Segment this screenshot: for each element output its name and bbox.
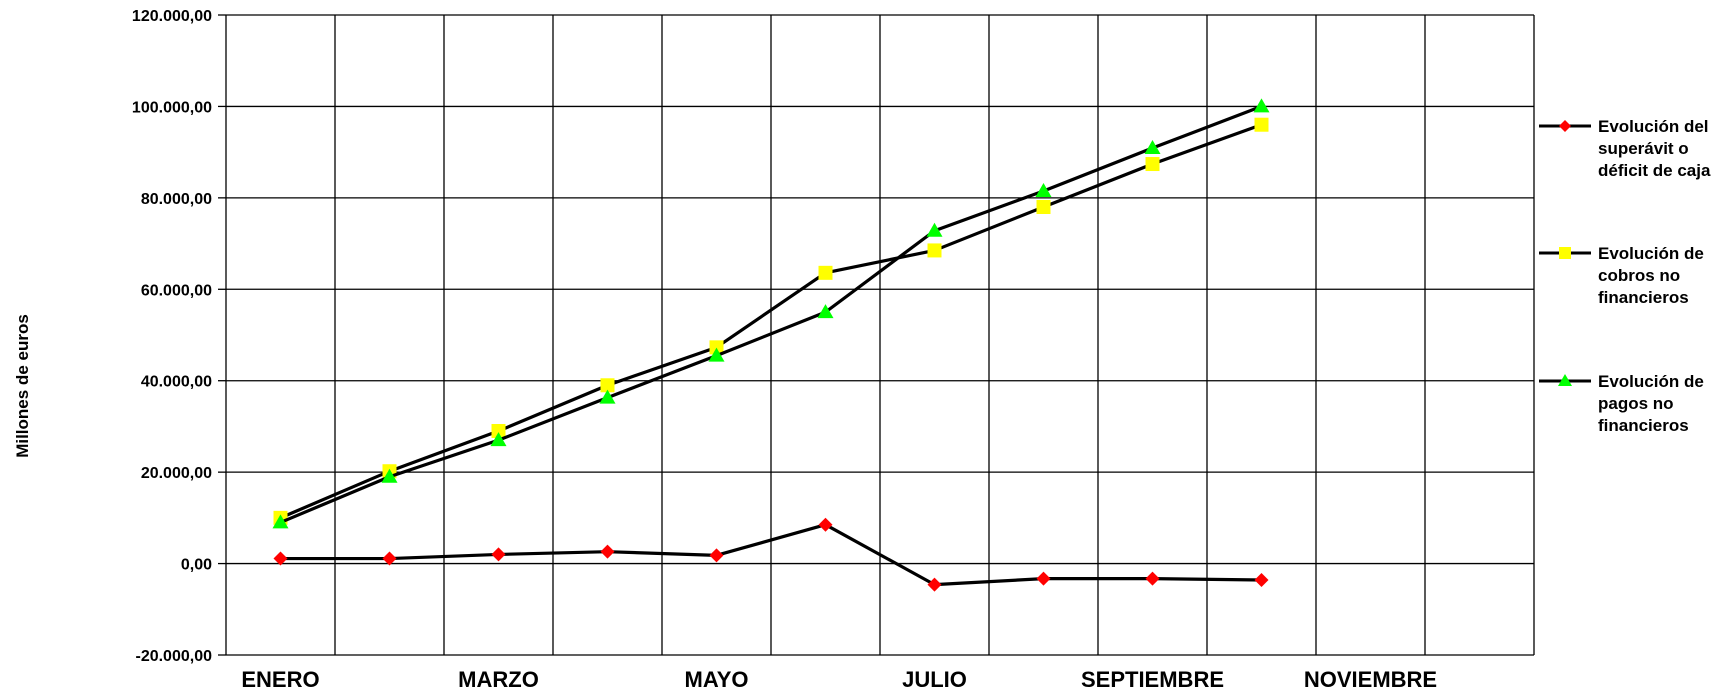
- legend-label: Evolución de: [1598, 244, 1704, 263]
- series-line: [279, 123, 1263, 520]
- y-tick-label: 120.000,00: [132, 8, 212, 25]
- data-point-triangle: [1253, 98, 1270, 113]
- data-point-triangle: [1558, 374, 1572, 386]
- legend-entry: Evolución de pagos no financieros: [1539, 372, 1704, 435]
- y-tick-label: 100.000,00: [132, 99, 212, 116]
- legend-label: pagos no: [1598, 394, 1674, 413]
- x-tick-label: JULIO: [902, 667, 967, 692]
- data-point-triangle: [708, 347, 725, 362]
- x-axis-ticks: ENERO MARZO MAYO JULIO SEPTIEMBRE NOVIEMBRE: [241, 667, 1437, 692]
- data-point-triangle: [1035, 183, 1052, 197]
- x-tick-label: NOVIEMBRE: [1304, 667, 1437, 692]
- legend-label: Evolución del: [1598, 117, 1709, 136]
- y-tick-label: 0,00: [181, 557, 212, 574]
- legend-label: financieros: [1598, 416, 1689, 435]
- grid-lines: [218, 14, 1535, 656]
- data-point-triangle: [926, 222, 943, 237]
- series-triangle: [272, 98, 1270, 529]
- data-point-diamond: [1254, 573, 1269, 588]
- series-line: [279, 104, 1263, 524]
- data-point-square: [818, 265, 833, 280]
- data-point-diamond: [1036, 571, 1051, 586]
- data-point-triangle: [490, 432, 507, 447]
- data-point-triangle: [599, 389, 616, 404]
- y-axis-label: Millones de euros: [13, 314, 32, 458]
- x-tick-label: ENERO: [241, 667, 319, 692]
- data-point-diamond: [927, 577, 942, 592]
- data-point-square: [1036, 200, 1051, 214]
- legend-label: superávit o: [1598, 139, 1689, 158]
- legend-entry: Evolución del superávit o déficit de caja: [1539, 117, 1711, 180]
- data-point-diamond: [491, 547, 506, 562]
- x-tick-label: MAYO: [685, 667, 749, 692]
- series-diamond: [273, 517, 1269, 592]
- data-point-diamond: [709, 548, 724, 563]
- legend-label: cobros no: [1598, 266, 1680, 285]
- data-point-square: [1254, 117, 1269, 132]
- x-tick-label: SEPTIEMBRE: [1081, 667, 1224, 692]
- data-point-triangle: [817, 304, 834, 319]
- data-point-triangle: [381, 468, 398, 483]
- data-point-square: [1559, 247, 1571, 259]
- data-point-diamond: [818, 517, 833, 532]
- data-point-diamond: [382, 551, 397, 566]
- data-point-square: [1145, 157, 1160, 172]
- data-point-triangle: [1144, 140, 1161, 155]
- data-point-diamond: [600, 544, 615, 559]
- data-point-square: [927, 243, 942, 258]
- series-lines: [272, 98, 1270, 592]
- y-tick-label: 80.000,00: [141, 191, 212, 208]
- data-point-square: [491, 424, 506, 438]
- y-axis-ticks: -20.000,00 0,00 20.000,00 40.000,00 60.000,0…: [132, 8, 212, 665]
- y-tick-label: 60.000,00: [141, 282, 212, 299]
- data-point-triangle: [272, 514, 289, 529]
- y-tick-label: 20.000,00: [141, 465, 212, 482]
- legend-label: déficit de caja: [1598, 161, 1711, 180]
- series-line: [280, 523, 1262, 587]
- data-point-diamond: [1145, 571, 1160, 586]
- legend-entry: Evolución de cobros no financieros: [1539, 244, 1704, 307]
- legend-label: Evolución de: [1598, 372, 1704, 391]
- x-tick-label: MARZO: [458, 667, 539, 692]
- data-point-diamond: [273, 551, 288, 566]
- data-point-square: [600, 378, 615, 393]
- y-tick-label: 40.000,00: [141, 374, 212, 391]
- data-point-square: [709, 340, 724, 355]
- y-tick-label: -20.000,00: [135, 648, 212, 665]
- data-point-diamond: [1559, 120, 1571, 132]
- legend-label: financieros: [1598, 288, 1689, 307]
